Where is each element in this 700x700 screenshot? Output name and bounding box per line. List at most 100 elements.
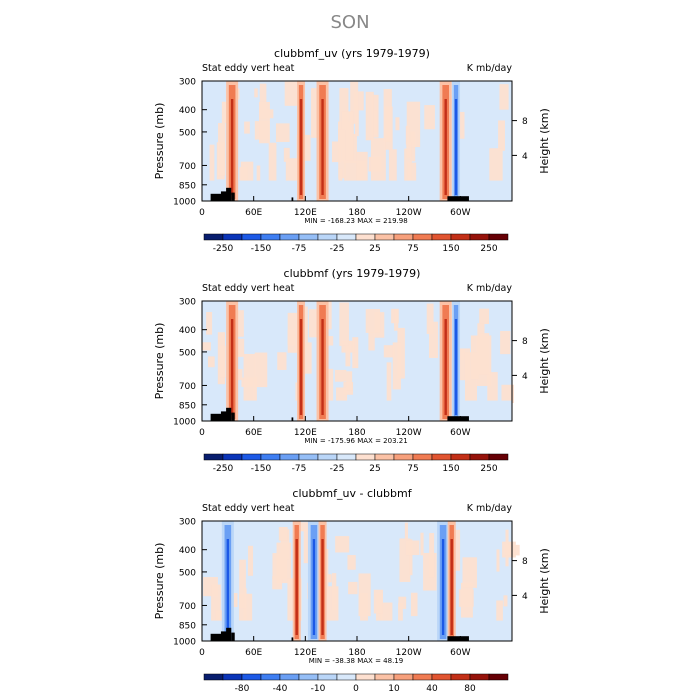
field-patch — [410, 592, 418, 617]
field-patch — [460, 582, 473, 618]
colorbar-cell — [374, 453, 395, 461]
colorbar-label: 25 — [369, 464, 380, 474]
field-patch — [331, 573, 337, 611]
field-patch — [347, 555, 356, 570]
colorbar-cell — [203, 233, 224, 241]
field-patch — [278, 526, 288, 541]
colorbar-label: -25 — [330, 244, 345, 254]
colorbar-cell — [317, 233, 338, 241]
field-patch — [338, 129, 346, 179]
colorbar-cell — [374, 233, 395, 241]
field-patch — [202, 342, 211, 351]
height-tick-label: 8 — [522, 557, 528, 567]
feature-core — [321, 99, 324, 195]
field-patch — [259, 101, 270, 144]
colorbar-cell — [412, 233, 433, 241]
left-string: Stat eddy vert heat — [202, 283, 295, 294]
terrain-block — [220, 631, 228, 641]
lower-band — [202, 400, 512, 421]
field-patch — [357, 160, 367, 197]
field-patch — [394, 308, 399, 331]
colorbar-label: -25 — [330, 464, 345, 474]
field-patch — [308, 309, 320, 338]
field-patch — [234, 369, 243, 381]
ytick-label: 400 — [179, 106, 196, 116]
field-patch — [373, 589, 383, 614]
colorbar-cell — [488, 453, 509, 461]
colorbar-cell — [203, 673, 224, 681]
feature-core — [312, 539, 316, 635]
colorbar-cell — [431, 233, 452, 241]
field-patch — [346, 371, 353, 391]
field-patch — [275, 123, 290, 142]
field-patch — [345, 344, 351, 367]
ylabel-right: Height (km) — [538, 548, 551, 614]
field-patch — [406, 101, 421, 148]
height-tick-label: 4 — [522, 372, 528, 382]
colorbar-cell — [241, 453, 262, 461]
colorbar-cell — [298, 453, 319, 461]
ytick-label: 300 — [179, 298, 196, 308]
field-patch — [368, 332, 375, 351]
field-patch — [335, 536, 350, 553]
field-patch — [352, 337, 359, 369]
panel-title: clubbmf_uv (yrs 1979-1979) — [274, 47, 430, 60]
colorbar-cell — [260, 673, 281, 681]
colorbar-cell — [336, 673, 357, 681]
colorbar-cell — [469, 233, 490, 241]
ytick-label: 1000 — [173, 638, 196, 648]
field-patch — [405, 540, 420, 556]
field-patch — [365, 91, 374, 141]
feature-core — [226, 539, 230, 635]
field-patch — [360, 593, 369, 636]
colorbar-label: -75 — [292, 464, 307, 474]
ylabel: Pressure (mb) — [153, 323, 166, 400]
ytick-label: 700 — [179, 162, 196, 172]
colorbar-label: 25 — [369, 244, 380, 254]
field-patch — [462, 557, 477, 588]
xtick-label: 0 — [199, 648, 205, 658]
colorbar-label: 250 — [480, 464, 497, 474]
colorbar-cell — [260, 233, 281, 241]
colorbar-cell — [431, 453, 452, 461]
colorbar-label: 40 — [426, 684, 438, 694]
colorbar-cell — [241, 233, 262, 241]
colorbar-cell — [260, 453, 281, 461]
colorbar-label: 75 — [407, 464, 418, 474]
field-patch — [350, 81, 359, 124]
colorbar-label: -250 — [213, 244, 234, 254]
colorbar-label: 75 — [407, 244, 418, 254]
minmax-label: MIN = -168.23 MAX = 219.98 — [304, 217, 407, 225]
right-string: K mb/day — [467, 63, 513, 74]
field-patch — [254, 88, 258, 98]
field-patch — [503, 595, 508, 607]
ytick-label: 700 — [179, 382, 196, 392]
colorbar-cell — [279, 673, 300, 681]
right-string: K mb/day — [467, 283, 513, 294]
field-patch — [231, 592, 238, 608]
field-patch — [331, 141, 342, 163]
terrain-block — [231, 412, 235, 421]
colorbar-cell — [298, 673, 319, 681]
colorbar-label: 0 — [353, 684, 359, 694]
right-string: K mb/day — [467, 503, 513, 514]
ytick-label: 850 — [179, 621, 196, 631]
field-patch — [235, 338, 245, 357]
field-patch — [341, 111, 354, 162]
field-patch — [496, 600, 503, 637]
colorbar-label: -40 — [273, 684, 288, 694]
field-patch — [218, 123, 226, 176]
field-patch — [348, 581, 358, 595]
colorbar-cell — [317, 673, 338, 681]
field-patch — [283, 147, 290, 162]
colorbar-cell — [412, 453, 433, 461]
colorbar-cell — [336, 453, 357, 461]
ylabel-right: Height (km) — [538, 108, 551, 174]
field-patch — [398, 596, 407, 609]
xtick-label: 0 — [199, 428, 205, 438]
field-patch — [397, 327, 405, 379]
panel-title: clubbmf (yrs 1979-1979) — [284, 267, 421, 280]
field-patch — [477, 323, 485, 343]
left-string: Stat eddy vert heat — [202, 503, 295, 514]
field-patch — [272, 553, 287, 580]
